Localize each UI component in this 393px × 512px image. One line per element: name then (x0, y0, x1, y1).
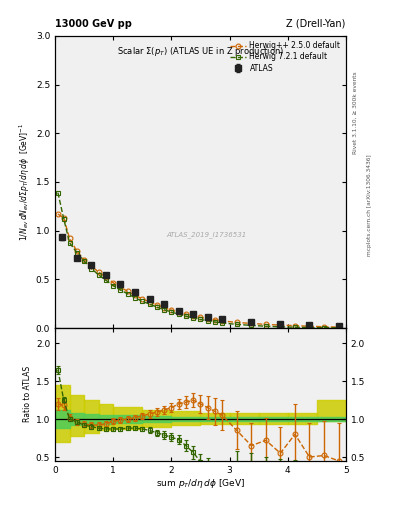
Herwig++ 2.5.0 default (89, 263, 94, 269)
Herwig 7.2.1 default (213, 319, 217, 325)
Y-axis label: Ratio to ATLAS: Ratio to ATLAS (23, 367, 31, 422)
Herwig 7.2.1 default (264, 323, 268, 329)
Herwig 7.2.1 default (292, 324, 298, 330)
Y-axis label: $1/N_{ev}\,dN_{ev}/d\Sigma p_T/d\eta\,d\phi$  [GeV]$^{-1}$: $1/N_{ev}\,dN_{ev}/d\Sigma p_T/d\eta\,d\… (17, 123, 31, 241)
Herwig 7.2.1 default (55, 189, 60, 196)
Text: mcplots.cern.ch [arXiv:1306.3436]: mcplots.cern.ch [arXiv:1306.3436] (367, 154, 372, 255)
Herwig++ 2.5.0 default (104, 274, 108, 281)
Herwig++ 2.5.0 default (206, 315, 210, 322)
Herwig++ 2.5.0 default (235, 319, 239, 326)
X-axis label: sum $p_T/d\eta\,d\phi$ [GeV]: sum $p_T/d\eta\,d\phi$ [GeV] (156, 477, 245, 490)
Herwig 7.2.1 default (133, 295, 138, 301)
Herwig++ 2.5.0 default (75, 248, 79, 254)
Herwig 7.2.1 default (184, 313, 188, 319)
Legend: Herwig++ 2.5.0 default, Herwig 7.2.1 default, ATLAS: Herwig++ 2.5.0 default, Herwig 7.2.1 def… (228, 39, 342, 74)
Herwig++ 2.5.0 default (292, 323, 298, 329)
Herwig 7.2.1 default (307, 325, 312, 331)
Herwig++ 2.5.0 default (67, 236, 72, 242)
Herwig 7.2.1 default (154, 304, 159, 310)
Herwig 7.2.1 default (198, 316, 203, 323)
Text: Rivet 3.1.10, ≥ 300k events: Rivet 3.1.10, ≥ 300k events (353, 71, 358, 154)
Herwig 7.2.1 default (96, 272, 101, 278)
Herwig++ 2.5.0 default (118, 284, 123, 290)
Herwig++ 2.5.0 default (191, 313, 196, 319)
Herwig 7.2.1 default (75, 249, 79, 255)
Herwig++ 2.5.0 default (169, 307, 174, 313)
Herwig++ 2.5.0 default (147, 299, 152, 305)
Text: ATLAS_2019_I1736531: ATLAS_2019_I1736531 (166, 231, 246, 238)
Herwig++ 2.5.0 default (213, 317, 217, 323)
Herwig 7.2.1 default (89, 266, 94, 272)
Herwig 7.2.1 default (125, 291, 130, 297)
Herwig++ 2.5.0 default (322, 324, 327, 330)
Herwig++ 2.5.0 default (198, 314, 203, 321)
Herwig 7.2.1 default (169, 309, 174, 315)
Herwig 7.2.1 default (118, 287, 123, 293)
Herwig++ 2.5.0 default (278, 322, 283, 328)
Herwig++ 2.5.0 default (162, 305, 167, 311)
Herwig 7.2.1 default (147, 301, 152, 307)
Herwig++ 2.5.0 default (133, 292, 138, 298)
Line: Herwig++ 2.5.0 default: Herwig++ 2.5.0 default (55, 211, 341, 330)
Herwig 7.2.1 default (104, 277, 108, 283)
Herwig++ 2.5.0 default (111, 280, 116, 286)
Herwig++ 2.5.0 default (82, 257, 86, 263)
Herwig 7.2.1 default (336, 325, 341, 331)
Herwig++ 2.5.0 default (184, 311, 188, 317)
Herwig 7.2.1 default (67, 240, 72, 246)
Herwig 7.2.1 default (220, 320, 225, 326)
Herwig 7.2.1 default (249, 322, 254, 328)
Herwig++ 2.5.0 default (176, 309, 181, 315)
Herwig++ 2.5.0 default (336, 324, 341, 330)
Herwig 7.2.1 default (82, 258, 86, 264)
Herwig++ 2.5.0 default (154, 302, 159, 308)
Herwig 7.2.1 default (176, 311, 181, 317)
Text: Z (Drell-Yan): Z (Drell-Yan) (286, 18, 346, 29)
Text: Scalar $\Sigma(p_T)$ (ATLAS UE in Z production): Scalar $\Sigma(p_T)$ (ATLAS UE in Z prod… (117, 45, 284, 58)
Herwig++ 2.5.0 default (220, 318, 225, 324)
Herwig++ 2.5.0 default (249, 321, 254, 327)
Herwig 7.2.1 default (235, 322, 239, 328)
Herwig 7.2.1 default (322, 325, 327, 331)
Herwig 7.2.1 default (278, 324, 283, 330)
Herwig 7.2.1 default (206, 318, 210, 324)
Herwig 7.2.1 default (111, 283, 116, 289)
Herwig++ 2.5.0 default (264, 322, 268, 328)
Herwig++ 2.5.0 default (61, 215, 66, 221)
Herwig 7.2.1 default (162, 307, 167, 313)
Herwig++ 2.5.0 default (55, 211, 60, 217)
Line: Herwig 7.2.1 default: Herwig 7.2.1 default (55, 190, 341, 330)
Herwig 7.2.1 default (140, 298, 145, 304)
Herwig++ 2.5.0 default (140, 296, 145, 302)
Herwig++ 2.5.0 default (125, 288, 130, 294)
Text: 13000 GeV pp: 13000 GeV pp (55, 18, 132, 29)
Herwig++ 2.5.0 default (96, 269, 101, 275)
Herwig 7.2.1 default (61, 216, 66, 222)
Herwig 7.2.1 default (191, 315, 196, 321)
Herwig++ 2.5.0 default (307, 323, 312, 329)
